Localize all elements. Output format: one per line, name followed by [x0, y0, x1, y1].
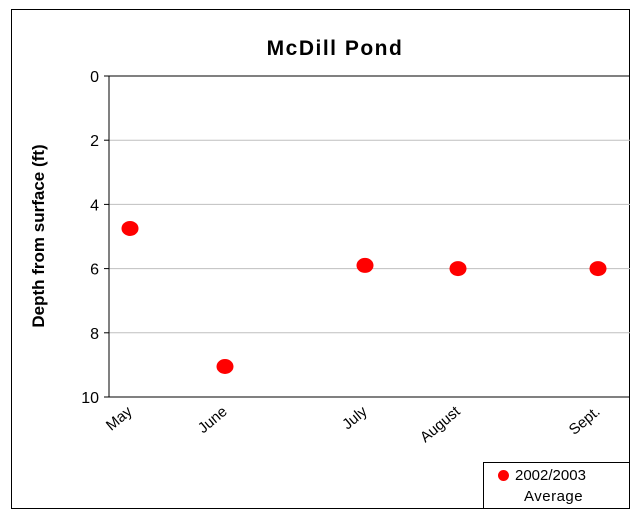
y-tick-label: 2: [90, 133, 99, 150]
data-point: [216, 359, 234, 375]
legend-marker-icon: [498, 470, 509, 481]
data-point: [356, 257, 374, 273]
x-tick-label: July: [339, 403, 371, 433]
y-tick-label: 0: [90, 69, 99, 86]
x-tick-label: Sept.: [566, 403, 604, 439]
data-point: [589, 261, 607, 277]
y-tick-label: 10: [81, 390, 99, 407]
legend-label-line1: 2002/2003: [515, 467, 586, 484]
data-point: [449, 261, 467, 277]
y-axis-label: Depth from surface (ft): [29, 144, 48, 327]
chart-legend: 2002/2003 Average: [483, 462, 630, 509]
legend-label-line2: Average: [524, 488, 584, 505]
y-tick-label: 4: [90, 197, 99, 214]
x-tick-label: August: [417, 403, 464, 447]
y-tick-label: 8: [90, 326, 99, 343]
y-tick-label: 6: [90, 262, 99, 279]
chart-title: McDill Pond: [267, 37, 404, 60]
x-tick-label: May: [103, 403, 136, 435]
x-tick-label: June: [195, 403, 231, 437]
chart-frame: [11, 9, 630, 509]
data-point: [121, 220, 139, 236]
